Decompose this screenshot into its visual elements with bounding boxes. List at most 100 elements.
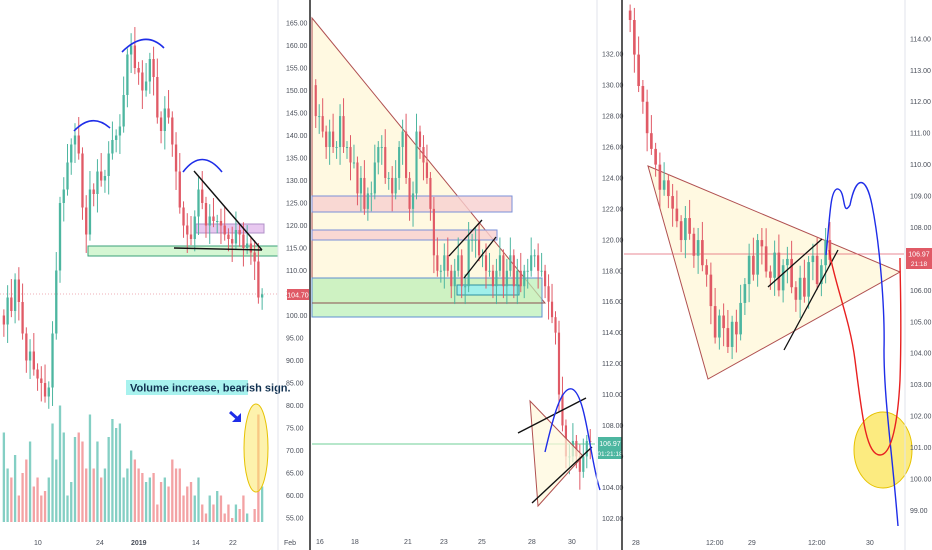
price-axis-label: 55.00: [286, 516, 304, 523]
price-axis-label: 122.00: [602, 206, 624, 213]
candle-body: [585, 440, 588, 457]
price-axis-label: 120.00: [286, 223, 308, 230]
candle-body: [216, 221, 219, 222]
volume-bar: [85, 468, 88, 522]
candle-body: [321, 116, 324, 132]
price-axis-label: 160.00: [286, 43, 308, 50]
candle-body: [637, 54, 640, 87]
volume-bar: [77, 432, 80, 522]
candle-body: [55, 270, 58, 334]
panel-2-hourly: 132.00 130.00 128.00 126.00 124.00 122.00 120.…: [311, 0, 624, 550]
support-zone: [87, 245, 279, 257]
candle-body: [201, 189, 204, 203]
candle-body: [747, 255, 751, 285]
candle-body: [133, 45, 137, 68]
volume-bar: [171, 459, 174, 522]
candle-body: [81, 153, 84, 208]
volume-bar: [245, 513, 249, 522]
price-axis-label: 126.00: [602, 145, 624, 152]
candle-body: [471, 239, 474, 241]
volume-bar: [25, 459, 28, 522]
target-highlight-ellipse: [853, 411, 913, 489]
volume-bar: [178, 468, 181, 522]
time-axis: 16 18 21 23 25 28 30: [316, 539, 576, 546]
volume-bar: [141, 473, 144, 522]
candles: [314, 79, 592, 490]
volume-bar: [47, 477, 50, 522]
candle-body: [366, 193, 369, 209]
candle-body: [537, 255, 540, 271]
head-shoulders-head-arc: [121, 38, 165, 53]
price-axis-label: 90.00: [286, 358, 304, 365]
volume-bar: [182, 495, 185, 522]
candle-body: [786, 258, 789, 266]
last-price-tag: [598, 437, 622, 459]
price-axis-label: 128.00: [602, 114, 624, 121]
candle-body: [815, 255, 819, 285]
price-axis-label: 135.00: [286, 156, 308, 163]
volume-bar: [13, 455, 17, 522]
price-axis-label: 100.00: [910, 476, 932, 483]
volume-bar: [219, 495, 223, 522]
price-axis-label: 105.00: [910, 319, 932, 326]
time-axis-label: 28: [632, 540, 640, 547]
candle-body: [709, 274, 713, 307]
candle-body: [186, 225, 189, 235]
candle-body: [107, 153, 110, 176]
candle-body: [781, 265, 785, 291]
candle-body: [163, 108, 166, 131]
price-axis-label: 102.00: [910, 414, 932, 421]
support-trendline: [173, 247, 263, 251]
volume-bar: [10, 477, 13, 522]
candle-body: [505, 270, 508, 287]
candle-body: [314, 85, 317, 117]
candle-body: [152, 59, 155, 77]
price-axis: 114.00 113.00 112.00 111.00 110.00 109.00 108.…: [910, 36, 932, 515]
candle-body: [359, 177, 362, 194]
candle-body: [85, 207, 88, 235]
time-axis-label: 23: [440, 539, 448, 546]
candle-body: [743, 284, 747, 303]
candle-body: [318, 116, 321, 118]
candle-body: [679, 221, 683, 241]
volume-bar: [28, 441, 32, 522]
volume-bar: [152, 473, 155, 522]
candle-body: [401, 131, 404, 148]
price-axis-label: 114.00: [602, 330, 623, 337]
candle-body: [137, 68, 140, 73]
candle-body: [526, 270, 529, 272]
candle-body: [212, 216, 215, 221]
candle-body: [174, 144, 178, 172]
flag-line-1: [448, 219, 483, 257]
candle-body: [114, 135, 118, 140]
candle-body: [405, 131, 408, 178]
candle-body: [752, 255, 755, 275]
volume-bar: [260, 486, 264, 522]
candle-body: [227, 234, 230, 239]
candle-body: [197, 189, 200, 217]
candle-body: [47, 387, 50, 397]
candle-body: [156, 77, 159, 118]
volume-bar: [189, 482, 193, 522]
time-axis-label: 21: [404, 539, 412, 546]
candle-body: [380, 147, 383, 149]
projection-path-blue: [544, 388, 601, 491]
price-axis-label: 115.00: [286, 246, 307, 253]
candle-body: [491, 270, 495, 287]
price-axis-label: 165.00: [286, 21, 308, 28]
candle-body: [432, 208, 435, 256]
price-axis-label: 106.00: [910, 288, 932, 295]
volume-bar: [73, 437, 77, 522]
candle-body: [21, 302, 24, 334]
volume-bar: [148, 477, 152, 522]
candle-body: [10, 297, 13, 311]
candle-body: [167, 108, 170, 118]
candle-body: [2, 315, 6, 325]
candle-body: [828, 240, 832, 260]
candle-body: [58, 203, 62, 271]
time-axis: 28 12:00 29 12:00 30: [632, 540, 874, 547]
candle-body: [641, 86, 645, 102]
volume-bar: [81, 441, 84, 522]
candle-body: [764, 246, 768, 272]
candle-body: [502, 255, 505, 287]
